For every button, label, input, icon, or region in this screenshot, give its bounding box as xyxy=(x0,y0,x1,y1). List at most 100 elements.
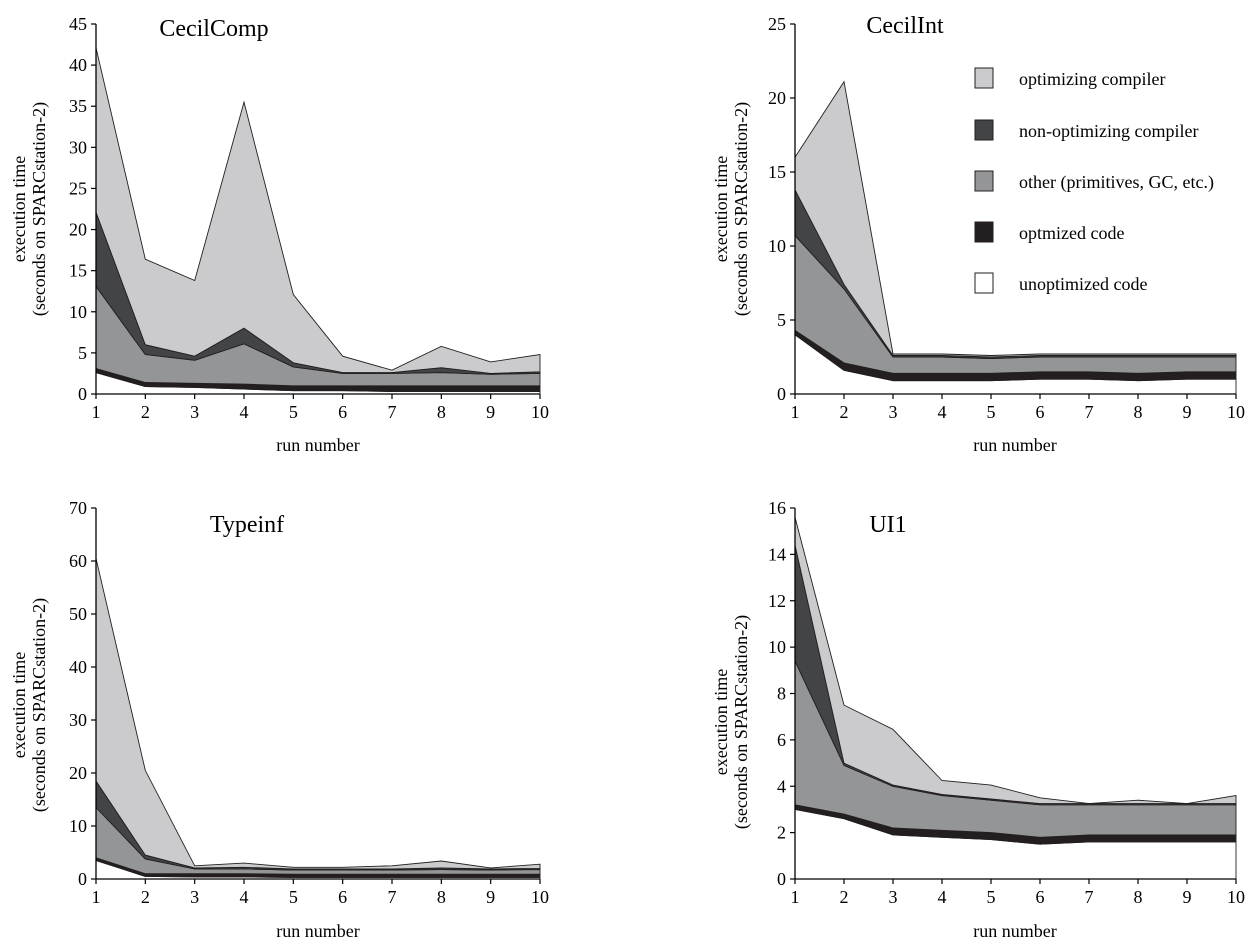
x-tick-label: 8 xyxy=(437,887,446,907)
y-tick-label: 10 xyxy=(768,236,786,256)
y-tick-label: 20 xyxy=(69,763,87,783)
y-tick-label: 45 xyxy=(69,14,87,34)
x-tick-label: 2 xyxy=(840,402,849,422)
x-tick-label: 9 xyxy=(1183,887,1192,907)
y-tick-label: 15 xyxy=(768,162,786,182)
x-tick-label: 10 xyxy=(1227,887,1245,907)
x-tick-label: 5 xyxy=(987,887,996,907)
y-tick-label: 60 xyxy=(69,551,87,571)
y-tick-label: 40 xyxy=(69,55,87,75)
y-tick-label: 0 xyxy=(78,869,87,889)
x-tick-label: 7 xyxy=(388,887,397,907)
x-tick-label: 7 xyxy=(1085,402,1094,422)
y-tick-label: 12 xyxy=(768,591,786,611)
area-optimizing-compiler xyxy=(95,558,541,870)
y-axis-label: execution time xyxy=(9,652,29,758)
legend-swatch xyxy=(974,119,994,141)
y-tick-label: 0 xyxy=(777,384,786,404)
y-axis-label-sub: (seconds on SPARCstation-2) xyxy=(29,598,50,812)
area-optimizing-compiler xyxy=(95,47,541,374)
chart-title: CecilInt xyxy=(866,13,944,39)
legend-item-other: other (primitives, GC, etc.) xyxy=(974,170,1214,193)
plot-area: 0 5 10 15 20 25 1 2 3 4 5 6 7 8 9 10 xyxy=(768,14,1245,422)
x-tick-label: 10 xyxy=(1227,402,1245,422)
y-tick-label: 10 xyxy=(69,816,87,836)
x-tick-label: 8 xyxy=(437,402,446,422)
legend-label: other (primitives, GC, etc.) xyxy=(1019,172,1214,193)
panel-cecilint: CecilInt run number execution time (seco… xyxy=(711,13,1245,455)
x-tick-label: 9 xyxy=(486,402,495,422)
panel-ceciliocomp: CecilComp run number execution time (sec… xyxy=(9,14,549,455)
x-axis-label: run number xyxy=(276,921,359,940)
y-tick-label: 0 xyxy=(777,869,786,889)
x-tick-label: 6 xyxy=(1036,402,1045,422)
legend-swatch xyxy=(974,170,994,192)
y-tick-label: 20 xyxy=(69,220,87,240)
x-axis-label: run number xyxy=(973,921,1056,940)
x-axis-label: run number xyxy=(276,435,359,455)
x-tick-label: 6 xyxy=(338,402,347,422)
x-tick-label: 6 xyxy=(338,887,347,907)
area-optimizing-compiler xyxy=(794,80,1237,358)
y-tick-label: 10 xyxy=(768,637,786,657)
panel-typeinf: Typeinf run number execution time (secon… xyxy=(9,498,549,941)
x-tick-label: 1 xyxy=(92,887,101,907)
x-tick-label: 4 xyxy=(240,402,249,422)
y-tick-label: 14 xyxy=(768,544,786,564)
y-axis-label: execution time xyxy=(9,156,29,262)
y-tick-label: 0 xyxy=(78,384,87,404)
y-tick-label: 35 xyxy=(69,96,87,116)
x-tick-label: 7 xyxy=(388,402,397,422)
x-tick-label: 3 xyxy=(889,402,898,422)
legend-item-optimized-code: optmized code xyxy=(974,221,1124,243)
y-tick-label: 30 xyxy=(69,710,87,730)
x-tick-label: 10 xyxy=(531,887,549,907)
x-tick-label: 1 xyxy=(791,887,800,907)
x-tick-label: 2 xyxy=(840,887,849,907)
x-tick-label: 1 xyxy=(92,402,101,422)
y-axis-label: execution time xyxy=(711,669,731,775)
legend-swatch xyxy=(974,221,994,243)
y-tick-label: 2 xyxy=(777,823,786,843)
y-axis-label-sub: (seconds on SPARCstation-2) xyxy=(731,615,752,829)
y-tick-label: 8 xyxy=(777,684,786,704)
legend-item-non-optimizing-compiler: non-optimizing compiler xyxy=(974,119,1198,141)
x-tick-label: 3 xyxy=(190,887,199,907)
y-axis-label-sub: (seconds on SPARCstation-2) xyxy=(29,102,50,316)
x-tick-label: 2 xyxy=(141,402,150,422)
y-tick-label: 30 xyxy=(69,137,87,157)
x-tick-label: 3 xyxy=(889,887,898,907)
x-axis-label: run number xyxy=(973,435,1056,455)
y-tick-label: 4 xyxy=(777,776,786,796)
y-tick-label: 6 xyxy=(777,730,786,750)
y-tick-label: 40 xyxy=(69,657,87,677)
x-tick-label: 5 xyxy=(289,402,298,422)
y-tick-label: 10 xyxy=(69,302,87,322)
legend-label: non-optimizing compiler xyxy=(1019,121,1198,141)
x-tick-label: 10 xyxy=(531,402,549,422)
legend-label: unoptimized code xyxy=(1019,274,1147,294)
legend-item-optimizing-compiler: optimizing compiler xyxy=(974,67,1165,89)
y-axis-label: execution time xyxy=(711,156,731,262)
chart-title: UI1 xyxy=(869,512,906,538)
legend-swatch xyxy=(974,67,994,89)
x-tick-label: 1 xyxy=(791,402,800,422)
y-tick-label: 20 xyxy=(768,88,786,108)
chart-title: Typeinf xyxy=(210,512,284,538)
x-tick-label: 8 xyxy=(1134,887,1143,907)
legend-label: optmized code xyxy=(1019,223,1124,243)
legend-item-unoptimized-code: unoptimized code xyxy=(974,272,1147,294)
y-tick-label: 50 xyxy=(69,604,87,624)
x-tick-label: 9 xyxy=(486,887,495,907)
y-axis-label-sub: (seconds on SPARCstation-2) xyxy=(731,102,752,316)
x-tick-label: 4 xyxy=(938,887,947,907)
x-tick-label: 9 xyxy=(1183,402,1192,422)
plot-area: 0 10 20 30 40 50 60 70 1 2 3 4 5 6 7 8 9 10 xyxy=(69,498,549,907)
y-tick-label: 5 xyxy=(78,343,87,363)
panel-ui1: UI1 run number execution time (seconds o… xyxy=(711,498,1245,941)
y-tick-label: 15 xyxy=(69,261,87,281)
chart-title: CecilComp xyxy=(159,16,268,42)
